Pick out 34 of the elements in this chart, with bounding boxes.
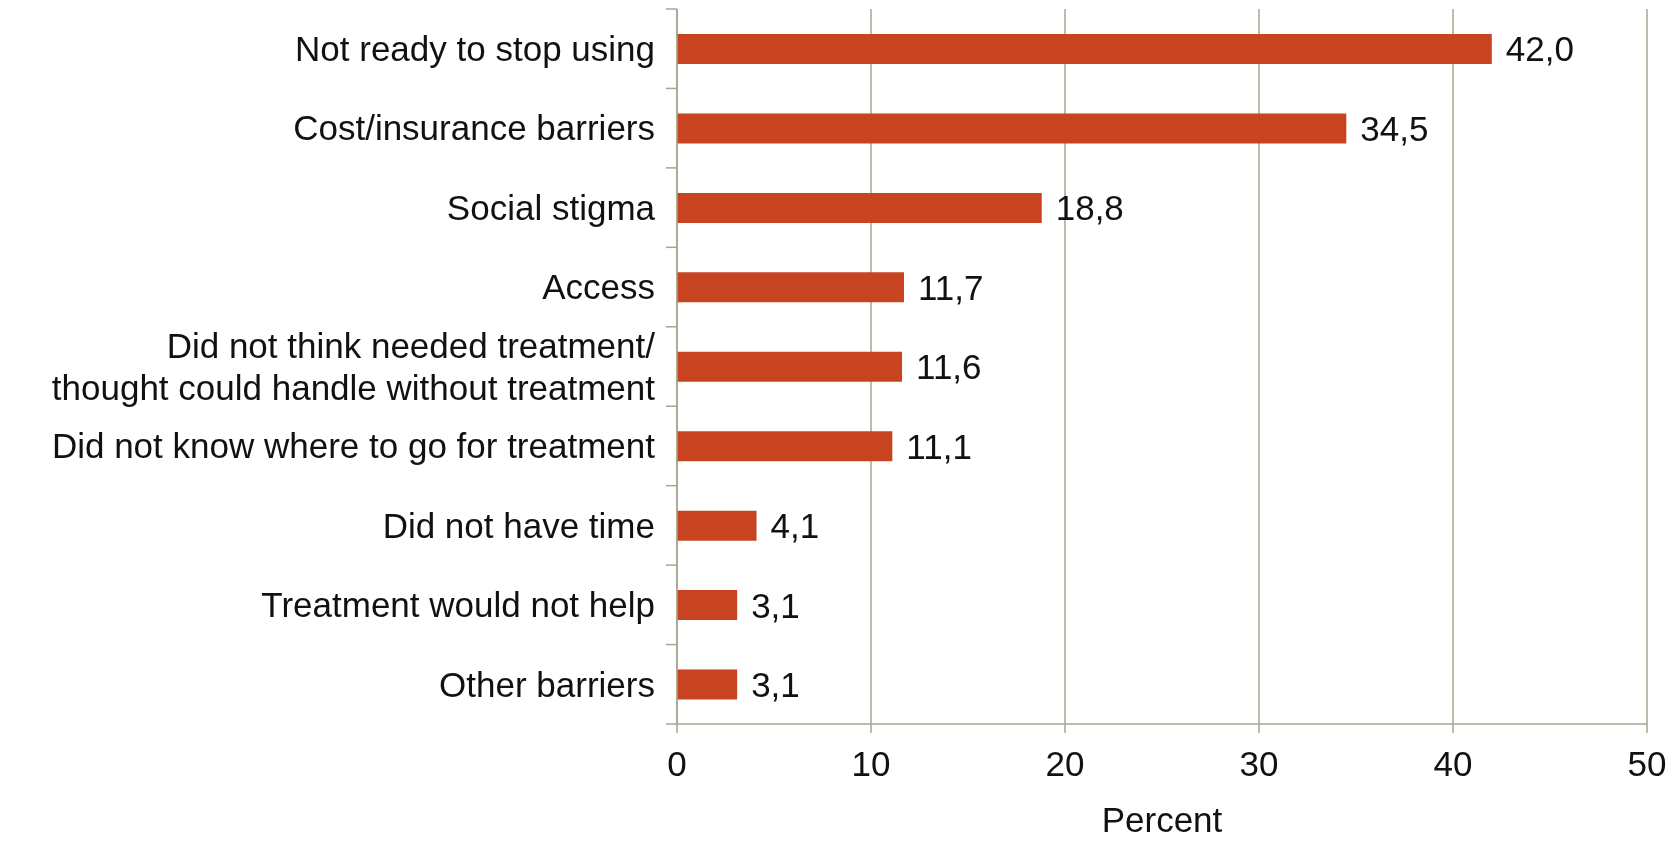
y-tick-label: Social stigma — [446, 187, 656, 227]
data-label: 11,6 — [916, 347, 982, 387]
bar — [677, 351, 903, 382]
bar — [677, 113, 1347, 144]
y-tick-label: Treatment would not help — [261, 585, 655, 625]
bar — [677, 272, 904, 303]
data-label: 3,1 — [751, 585, 800, 625]
x-tick-label: 10 — [851, 743, 891, 783]
y-tick-label: Access — [542, 267, 655, 307]
y-tick-label: Not ready to stop using — [295, 28, 655, 68]
x-axis-title: Percent — [1101, 800, 1223, 839]
x-tick-label: 0 — [667, 743, 687, 783]
bar — [677, 669, 738, 700]
bar — [677, 510, 757, 541]
y-tick-label: Cost/insurance barriers — [293, 108, 655, 148]
bar — [677, 431, 893, 462]
x-tick-label: 20 — [1045, 743, 1085, 783]
bar — [677, 192, 1042, 223]
data-label: 18,8 — [1055, 188, 1124, 228]
x-tick-label: 30 — [1239, 743, 1279, 783]
bar — [677, 34, 1492, 64]
data-label: 34,5 — [1360, 108, 1429, 148]
x-tick-label: 50 — [1627, 743, 1667, 783]
data-label: 11,7 — [917, 267, 984, 307]
y-tick-label: Did not think needed treatment/ thought could handle without treatment — [51, 325, 656, 407]
y-tick-label: Did not know where to go for treatment — [51, 426, 656, 466]
data-label: 4,1 — [770, 506, 820, 546]
data-label: 3,1 — [751, 664, 800, 704]
bar — [677, 590, 738, 621]
x-tick-label: 40 — [1433, 743, 1473, 783]
y-tick-label: Other barriers — [439, 664, 655, 704]
y-tick-label: Did not have time — [382, 505, 655, 545]
data-label: 42,0 — [1505, 29, 1574, 69]
data-label: 11,1 — [906, 426, 972, 466]
